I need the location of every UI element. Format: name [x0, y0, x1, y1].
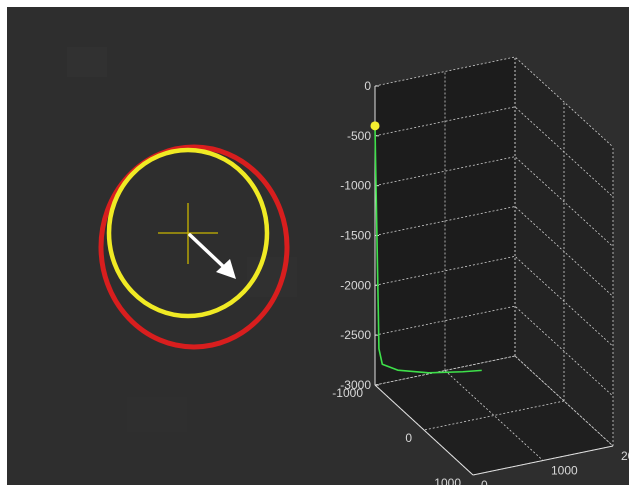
- x-tick-label: -1000: [332, 386, 363, 400]
- figure-canvas: 0-500-1000-1500-2000-2500-3000-100001000…: [67, 47, 629, 485]
- y-tick-label: 2000: [621, 449, 629, 463]
- y-axis-line: [472, 445, 614, 476]
- figure-window: 0 -500 -1000 -1500 -2000 -2500 -3000 -1000 0 1000…: [7, 7, 629, 485]
- crosshair-icon: [158, 203, 218, 264]
- trajectory-start-marker: [370, 121, 380, 131]
- inner-cursor-circle: [106, 147, 270, 319]
- outer-target-circle: [98, 144, 290, 350]
- z-tick-label: 0: [364, 79, 371, 93]
- z-tick-label: -1000: [340, 179, 371, 193]
- x-tick-label: 0: [405, 431, 412, 445]
- z-tick-label: -2500: [340, 328, 371, 342]
- target-view: [98, 144, 290, 350]
- z-tick-label: -2000: [340, 278, 371, 292]
- x-axis-line: [374, 384, 474, 476]
- y-tick-label: 1000: [551, 464, 578, 478]
- x-tick-label: 1000: [434, 476, 461, 485]
- y-tick-label: 0: [481, 478, 488, 485]
- trajectory-3d-plot: 0-500-1000-1500-2000-2500-3000-100001000…: [332, 56, 629, 485]
- direction-arrow-icon: [188, 233, 236, 279]
- axes-floor-pane: [375, 356, 613, 475]
- z-tick-label: -500: [347, 129, 371, 143]
- z-tick-label: -1500: [340, 229, 371, 243]
- trajectory-line: [374, 125, 482, 374]
- z-tick-label: -3000: [340, 378, 371, 392]
